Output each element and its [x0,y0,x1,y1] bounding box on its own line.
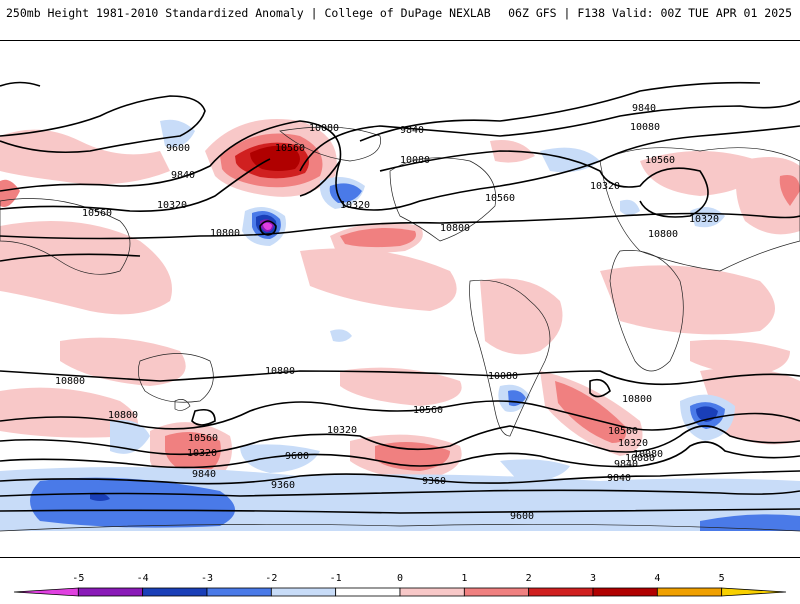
colorbar: -5 -4 -3 -2 -1 0 1 2 3 4 5 [0,566,800,600]
colorbar-tick-label: -4 [137,573,149,584]
colorbar-segment [656,587,723,597]
anomaly-shading [0,119,800,531]
colorbar-tick-label: 4 [654,573,660,584]
contour-label: 10560 [645,155,675,166]
colorbar-tick-label: 3 [590,573,596,584]
contour-label: 10080 [633,449,663,460]
contour-label: 10320 [327,425,357,436]
contour-label: 9840 [192,469,216,480]
contour-label: 10080 [630,122,660,133]
colorbar-graphic: -5 -4 -3 -2 -1 0 1 2 3 4 5 [13,573,787,597]
contour-label: 10080 [625,453,655,464]
model-run-info: 06Z GFS | F138 Valid: 00Z TUE APR 01 202… [508,6,792,20]
colorbar-segment [463,587,530,597]
map-panel: 9600 9840 10320 10560 10800 10080 10560 9840 100… [0,40,800,558]
contour-label: 10560 [485,193,515,204]
contour-label: 10800 [55,376,85,387]
contour-label: 10320 [618,438,648,449]
contour-label: 10800 [648,229,678,240]
colorbar-segment [206,587,272,597]
colorbar-tick-label: 2 [526,573,532,584]
anomaly-map: 9600984010320105601080010080105609840100… [0,81,800,532]
contour-label: 9360 [271,480,295,491]
colorbar-tick-label: -2 [265,573,277,584]
colorbar-segment [270,587,337,597]
contour-label: 10560 [275,143,305,154]
contour-label: 10560 [413,405,443,416]
contour-label: 9840 [614,459,638,470]
header: 250mb Height 1981-2010 Standardized Anom… [0,0,800,24]
contour-label: 10320 [340,200,370,211]
contour-label: 10800 [265,366,295,377]
map-title: 250mb Height 1981-2010 Standardized Anom… [6,6,491,20]
contour-label: 9840 [171,170,195,181]
colorbar-tick-label: -3 [201,573,213,584]
contour-label: 10320 [590,181,620,192]
contour-label: 10080 [488,371,518,382]
colorbar-segment [77,587,144,597]
contour-label: 10320 [157,200,187,211]
contour-label: 9360 [422,476,446,487]
contour-label: 10320 [187,448,217,459]
colorbar-tick-label: 5 [719,573,725,584]
contour-label: 10080 [309,123,339,134]
colorbar-tick-label: 1 [461,573,467,584]
contour-label: 10800 [622,394,652,405]
colorbar-segment [335,587,401,597]
colorbar-segment [592,587,658,597]
coastlines [0,126,800,532]
colorbar-segment [721,587,787,597]
contour-label: 9840 [400,125,424,136]
contour-label: 10320 [689,214,719,225]
contour-label: 10800 [108,410,138,421]
contour-label: 9840 [607,473,631,484]
contour-label: 9600 [285,451,309,462]
colorbar-tick-label: 0 [397,573,403,584]
contour-label: 10080 [400,155,430,166]
contour-label: 9600 [510,511,534,522]
contour-label: 9600 [166,143,190,154]
colorbar-segment [142,587,208,597]
height-contours [0,81,800,514]
contour-label: 10560 [608,426,638,437]
colorbar-segment [399,587,465,597]
contour-labels: 9600984010320105601080010080105609840100… [55,103,719,522]
colorbar-tick-label: -1 [330,573,342,584]
contour-label: 9840 [632,103,656,114]
colorbar-segment [13,587,79,597]
contour-label: 10800 [210,228,240,239]
contour-label: 10560 [82,208,112,219]
colorbar-segment [528,587,594,597]
colorbar-tick-label: -5 [72,573,84,584]
contour-label: 10560 [188,433,218,444]
contour-label: 10800 [440,223,470,234]
